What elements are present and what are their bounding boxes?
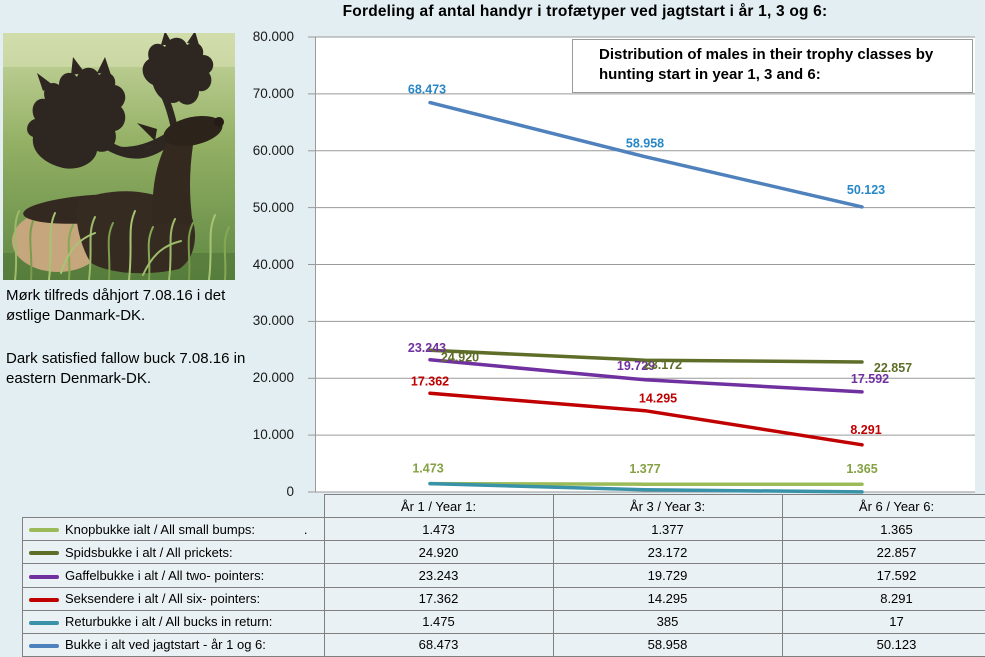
- value-cell: 58.958: [552, 632, 783, 657]
- series-line-2: [428, 358, 864, 394]
- data-label: 50.123: [847, 183, 885, 197]
- legend-cell: Seksendere i alt / All six- pointers:: [22, 586, 325, 611]
- data-label: 23.243: [408, 341, 446, 355]
- legend-cell: Knopbukke ialt / All small bumps:.: [22, 517, 325, 542]
- chart-svg: 68.473 58.958 50.123 17.362 14.295 8.291 23.24…: [308, 36, 975, 494]
- y-tick-label: 20.000: [252, 370, 294, 386]
- value-cell: 19.729: [552, 563, 783, 588]
- y-tick-label: 80.000: [252, 29, 294, 44]
- value-cell: 1.365: [781, 517, 985, 542]
- data-label: 14.295: [639, 392, 677, 406]
- y-axis: 0 10.000 20.000 30.000 40.000 50.000 60.000 70.…: [230, 29, 308, 499]
- chart-title: Fordeling af antal handyr i trofætyper v…: [342, 3, 828, 20]
- table-row: Gaffelbukke i alt / All two- pointers: 23…: [22, 563, 985, 588]
- photo-caption-danish: Mørk tilfreds dåhjort 7.08.16 i det østl…: [6, 287, 226, 325]
- value-cell: 17.592: [781, 563, 985, 588]
- data-label: 19.729: [617, 359, 655, 373]
- series-line-3: [428, 391, 864, 447]
- table-corner-cell: [23, 495, 325, 518]
- value-cell: 8.291: [781, 586, 985, 611]
- y-tick-label: 60.000: [252, 142, 294, 158]
- value-cell: 50.123: [781, 632, 985, 657]
- value-cell: 385: [552, 609, 783, 634]
- data-label: 68.473: [408, 83, 446, 97]
- y-tick-label: 70.000: [252, 85, 294, 101]
- value-cell: 23.172: [552, 540, 783, 565]
- y-tick-label: 40.000: [252, 256, 294, 272]
- table-row: Bukke i alt ved jagtstart - år 1 og 6: 68…: [22, 632, 985, 657]
- photo-captions: Mørk tilfreds dåhjort 7.08.16 i det østl…: [6, 286, 264, 411]
- fallow-buck-photo: [3, 33, 235, 280]
- legend-cell: Returbukke i alt / All bucks in return:: [22, 609, 325, 634]
- table-row: Seksendere i alt / All six- pointers: 17.…: [22, 586, 985, 611]
- y-tick-label: 0: [286, 484, 294, 499]
- series-line-0: [428, 481, 864, 486]
- data-label: 17.362: [411, 374, 449, 388]
- data-table-wrap: År 1 / Year 1: År 3 / Year 3: År 6 / Year …: [22, 493, 985, 657]
- row-note: .: [303, 521, 308, 537]
- legend-marker: [29, 643, 59, 648]
- value-cell: 23.243: [323, 563, 554, 588]
- annotation-box: Distribution of males in their trophy cl…: [572, 39, 973, 93]
- data-label: 22.857: [874, 361, 912, 375]
- data-label: 58.958: [626, 137, 664, 151]
- data-label: 1.473: [412, 462, 443, 476]
- value-cell: 17: [781, 609, 985, 634]
- y-tick-label: 30.000: [252, 313, 294, 329]
- legend-label: Knopbukke ialt / All small bumps:: [65, 521, 256, 537]
- data-label: 24.920: [441, 350, 479, 364]
- series-line-1: [428, 348, 864, 364]
- value-cell: 22.857: [781, 540, 985, 565]
- value-cell: 24.920: [323, 540, 554, 565]
- value-cell: 1.473: [323, 517, 554, 542]
- data-label: 1.377: [629, 462, 660, 476]
- photo-caption-english: Dark satisfied fallow buck 7.08.16 in ea…: [6, 349, 246, 387]
- legend-marker: [29, 620, 59, 625]
- col-header-cell: År 1 / Year 1:: [323, 493, 554, 519]
- table-row: Returbukke i alt / All bucks in return: 1…: [22, 609, 985, 634]
- legend-marker: [29, 528, 59, 533]
- legend-label: Bukke i alt ved jagtstart - år 1 og 6:: [65, 637, 266, 653]
- legend-marker: [29, 597, 59, 602]
- legend-label: Gaffelbukke i alt / All two- pointers:: [65, 567, 265, 583]
- legend-cell: Spidsbukke i alt / All prickets:: [22, 540, 325, 565]
- data-label: 23.172: [644, 358, 682, 372]
- col-header-cell: År 6 / Year 6:: [781, 493, 985, 519]
- value-cell: 1.475: [323, 609, 554, 634]
- legend-marker: [29, 551, 59, 556]
- legend-cell: Gaffelbukke i alt / All two- pointers:: [22, 563, 325, 588]
- legend-cell: Bukke i alt ved jagtstart - år 1 og 6:: [22, 632, 325, 657]
- data-label: 17.592: [851, 372, 889, 386]
- annotation-text: Distribution of males in their trophy cl…: [599, 46, 934, 84]
- data-table: År 1 / Year 1: År 3 / Year 3: År 6 / Year …: [22, 493, 985, 657]
- table-row: Spidsbukke i alt / All prickets: 24.920 23…: [22, 540, 985, 565]
- series-line-4: [428, 481, 864, 494]
- data-label: 1.365: [846, 462, 877, 476]
- legend-label: Spidsbukke i alt / All prickets:: [65, 544, 233, 560]
- legend-marker: [29, 574, 59, 579]
- y-tick-label: 50.000: [252, 199, 294, 215]
- legend-label: Returbukke i alt / All bucks in return:: [65, 614, 273, 630]
- deer-photo-illustration: [3, 33, 235, 280]
- legend-label: Seksendere i alt / All six- pointers:: [65, 591, 261, 607]
- value-cell: 17.362: [323, 586, 554, 611]
- value-cell: 14.295: [552, 586, 783, 611]
- value-cell: 1.377: [552, 517, 783, 542]
- plot-area: 68.473 58.958 50.123 17.362 14.295 8.291 23.24…: [308, 36, 975, 494]
- data-label: 8.291: [850, 423, 881, 437]
- col-header-cell: År 3 / Year 3:: [552, 493, 783, 519]
- table-header-row: År 1 / Year 1: År 3 / Year 3: År 6 / Year …: [23, 493, 985, 519]
- value-cell: 68.473: [323, 632, 554, 657]
- table-row: Knopbukke ialt / All small bumps:. 1.473 1…: [22, 517, 985, 542]
- series-line-5: [428, 100, 864, 209]
- y-tick-label: 10.000: [252, 427, 294, 443]
